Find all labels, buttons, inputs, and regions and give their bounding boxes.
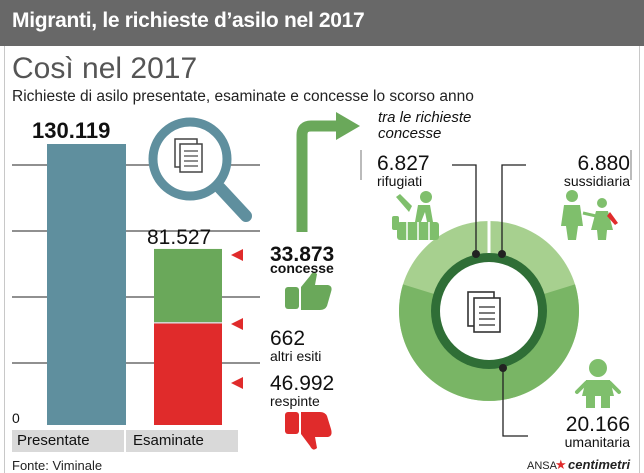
rifugiati-value: 6.827 [377, 152, 430, 175]
page-frame [4, 46, 640, 473]
bar-segment-respinte [154, 323, 222, 425]
esaminate-total-value: 81.527 [147, 226, 212, 249]
subtitle: Richieste di asilo presentate, esaminate… [12, 88, 474, 105]
bar-segment-concesse [154, 248, 222, 323]
bar-presentate [47, 144, 126, 425]
sussidiaria-value: 6.880 [577, 152, 630, 175]
umanitaria-value: 20.166 [565, 413, 630, 436]
leader-lines [452, 164, 528, 437]
concesse-value: 33.873 [270, 243, 335, 266]
credit-brand: centimetri [568, 457, 631, 472]
rifugiati-label: rifugiati [377, 173, 423, 189]
star-icon: ★ [555, 458, 567, 473]
arrow-altri-esiti-icon [231, 318, 243, 330]
presentate-total-value: 130.119 [32, 118, 111, 143]
credit-agency: ANSA [527, 460, 557, 472]
refugee-icon [392, 191, 439, 240]
source-note: Fonte: Viminale [12, 458, 103, 473]
arrow-respinte-icon [231, 377, 243, 389]
y-axis-zero-label: 0 [12, 410, 20, 426]
altri-esiti-label: altri esiti [270, 348, 322, 364]
magnifier-icon [148, 117, 252, 222]
connector-arrow-icon [296, 112, 360, 232]
category-label-esaminate: Esaminate [133, 432, 204, 449]
documents-icon [467, 291, 501, 333]
header-title: Migranti, le richieste d’asilo nel 2017 [12, 9, 365, 32]
altri-esiti-value: 662 [270, 327, 306, 350]
sussidiaria-label: sussidiaria [563, 173, 630, 189]
umanitaria-label: umanitaria [564, 434, 630, 450]
main-title: Così nel 2017 [12, 52, 198, 85]
donut-caption: tra le richieste concesse [378, 109, 472, 142]
thumbs-up-icon [285, 272, 332, 310]
respinte-value: 46.992 [270, 372, 335, 395]
respinte-label: respinte [270, 393, 320, 409]
concesse-label: concesse [270, 260, 334, 276]
bar-group [47, 144, 222, 425]
thumbs-down-icon [285, 412, 332, 450]
header-bar: Migranti, le richieste d’asilo nel 2017 [0, 0, 644, 46]
category-label-presentate: Presentate [17, 432, 90, 449]
bar-segment-altri-esiti [154, 322, 222, 324]
arrow-concesse-icon [231, 249, 243, 261]
family-icon [561, 190, 618, 240]
child-icon [575, 359, 621, 408]
